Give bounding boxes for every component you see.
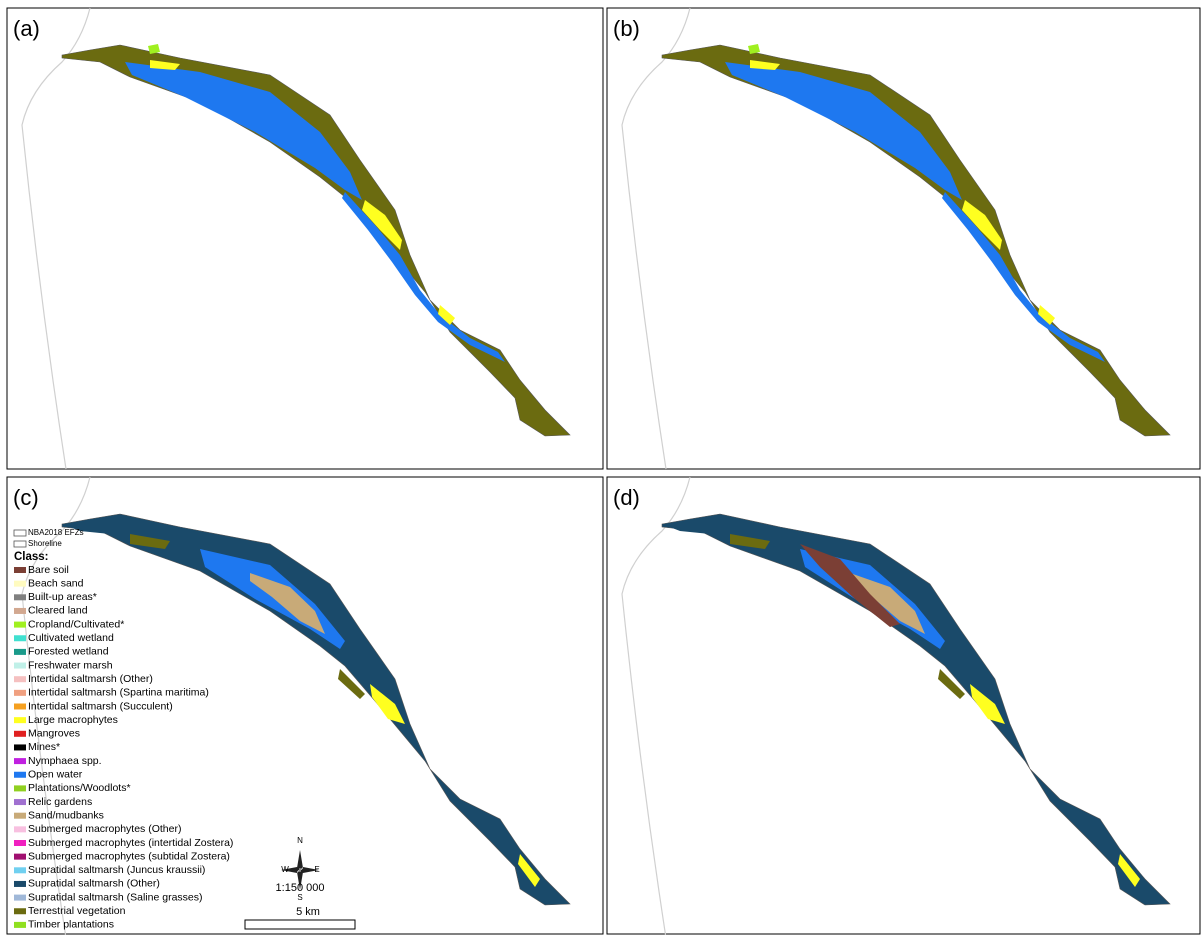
- legend-label: Submerged macrophytes (subtidal Zostera): [28, 850, 230, 862]
- legend-label: Built-up areas*: [28, 591, 97, 603]
- legend-label: Timber plantations: [28, 919, 114, 931]
- legend-label: Supratidal saltmarsh (Other): [28, 878, 160, 890]
- panel-label: (a): [13, 16, 40, 41]
- map-panel: (d): [606, 476, 1201, 935]
- panel-frame: [606, 476, 1201, 935]
- map-panel: (c): [6, 476, 604, 935]
- legend-label: Submerged macrophytes (intertidal Zoster…: [28, 837, 233, 849]
- legend-swatch: [14, 730, 26, 737]
- legend-swatch: [14, 812, 26, 819]
- legend-label: Beach sand: [28, 577, 84, 589]
- legend-swatch: [14, 621, 26, 628]
- panel-label: (d): [613, 485, 640, 510]
- bare-soil-patch: [800, 544, 900, 627]
- legend-swatch: [14, 703, 26, 710]
- compass-w: W: [281, 865, 289, 874]
- legend-label: Intertidal saltmarsh (Spartina maritima): [28, 687, 209, 699]
- scale-bar: [244, 919, 356, 930]
- scale-distance: 5 km: [296, 906, 320, 918]
- legend-swatch: [14, 908, 26, 915]
- layer-swatch: [13, 540, 27, 548]
- legend-swatch: [14, 758, 26, 765]
- legend-label: Plantations/Woodlots*: [28, 782, 131, 794]
- panel-label: (c): [13, 485, 39, 510]
- legend-label: Freshwater marsh: [28, 659, 113, 671]
- layer-swatch: [13, 529, 27, 537]
- legend-swatch: [14, 662, 26, 669]
- legend-swatch: [14, 717, 26, 724]
- legend-label: Intertidal saltmarsh (Other): [28, 673, 153, 685]
- legend-swatch: [14, 853, 26, 860]
- legend-swatch: [14, 785, 26, 792]
- legend-label: Supratidal saltmarsh (Juncus kraussii): [28, 864, 205, 876]
- legend-label: Cleared land: [28, 605, 88, 617]
- legend-swatch: [14, 826, 26, 833]
- legend-label: Intertidal saltmarsh (Succulent): [28, 700, 173, 712]
- legend-label: Relic gardens: [28, 796, 92, 808]
- compass-e: E: [314, 865, 319, 874]
- map-panel: (a): [6, 7, 604, 470]
- legend-swatch: [14, 840, 26, 846]
- layer-label: Shoreline: [28, 539, 62, 548]
- legend-label: Supratidal saltmarsh (Saline grasses): [28, 891, 203, 903]
- legend-label: Terrestrial vegetation: [28, 905, 126, 917]
- compass-s: S: [297, 893, 302, 902]
- legend-swatch: [14, 648, 26, 655]
- legend-swatch: [14, 894, 26, 901]
- legend-label: Cropland/Cultivated*: [28, 618, 124, 630]
- map-panel: (b): [606, 7, 1201, 470]
- legend-swatch: [14, 607, 26, 614]
- legend-label: Mines*: [28, 741, 60, 753]
- legend-swatch: [14, 880, 26, 887]
- legend-label: Mangroves: [28, 728, 80, 740]
- panel-frame: [606, 7, 1201, 470]
- legend-label: Submerged macrophytes (Other): [28, 823, 181, 835]
- legend-swatch: [14, 867, 26, 874]
- panel-frame: [6, 476, 604, 935]
- legend-swatch: [14, 689, 26, 696]
- legend-swatch: [14, 676, 26, 683]
- panel-label: (b): [613, 16, 640, 41]
- scale-ratio: 1:150 000: [276, 882, 325, 894]
- legend-label: Open water: [28, 769, 83, 781]
- legend-label: Cultivated wetland: [28, 632, 114, 644]
- legend-label: Forested wetland: [28, 646, 109, 658]
- legend-label: Nymphaea spp.: [28, 755, 102, 767]
- legend-swatch: [14, 594, 26, 601]
- compass-n: N: [297, 836, 303, 845]
- legend-swatch: [14, 635, 26, 642]
- legend-swatch: [14, 567, 26, 573]
- panel-frame: [6, 7, 604, 470]
- legend-swatch: [14, 799, 26, 806]
- legend-title: Class:: [14, 551, 49, 563]
- legend-swatch: [14, 921, 26, 928]
- legend-swatch: [14, 744, 26, 751]
- legend-swatch: [14, 771, 26, 778]
- layer-label: NBA2018 EFZs: [28, 528, 84, 537]
- legend-swatch: [14, 580, 26, 587]
- legend-label: Large macrophytes: [28, 714, 118, 726]
- north-arrow: N W E S: [281, 836, 320, 902]
- legend-label: Sand/mudbanks: [28, 809, 104, 821]
- legend-label: Bare soil: [28, 564, 69, 576]
